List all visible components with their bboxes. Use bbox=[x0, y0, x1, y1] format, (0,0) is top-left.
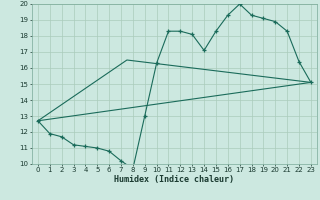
X-axis label: Humidex (Indice chaleur): Humidex (Indice chaleur) bbox=[115, 175, 234, 184]
